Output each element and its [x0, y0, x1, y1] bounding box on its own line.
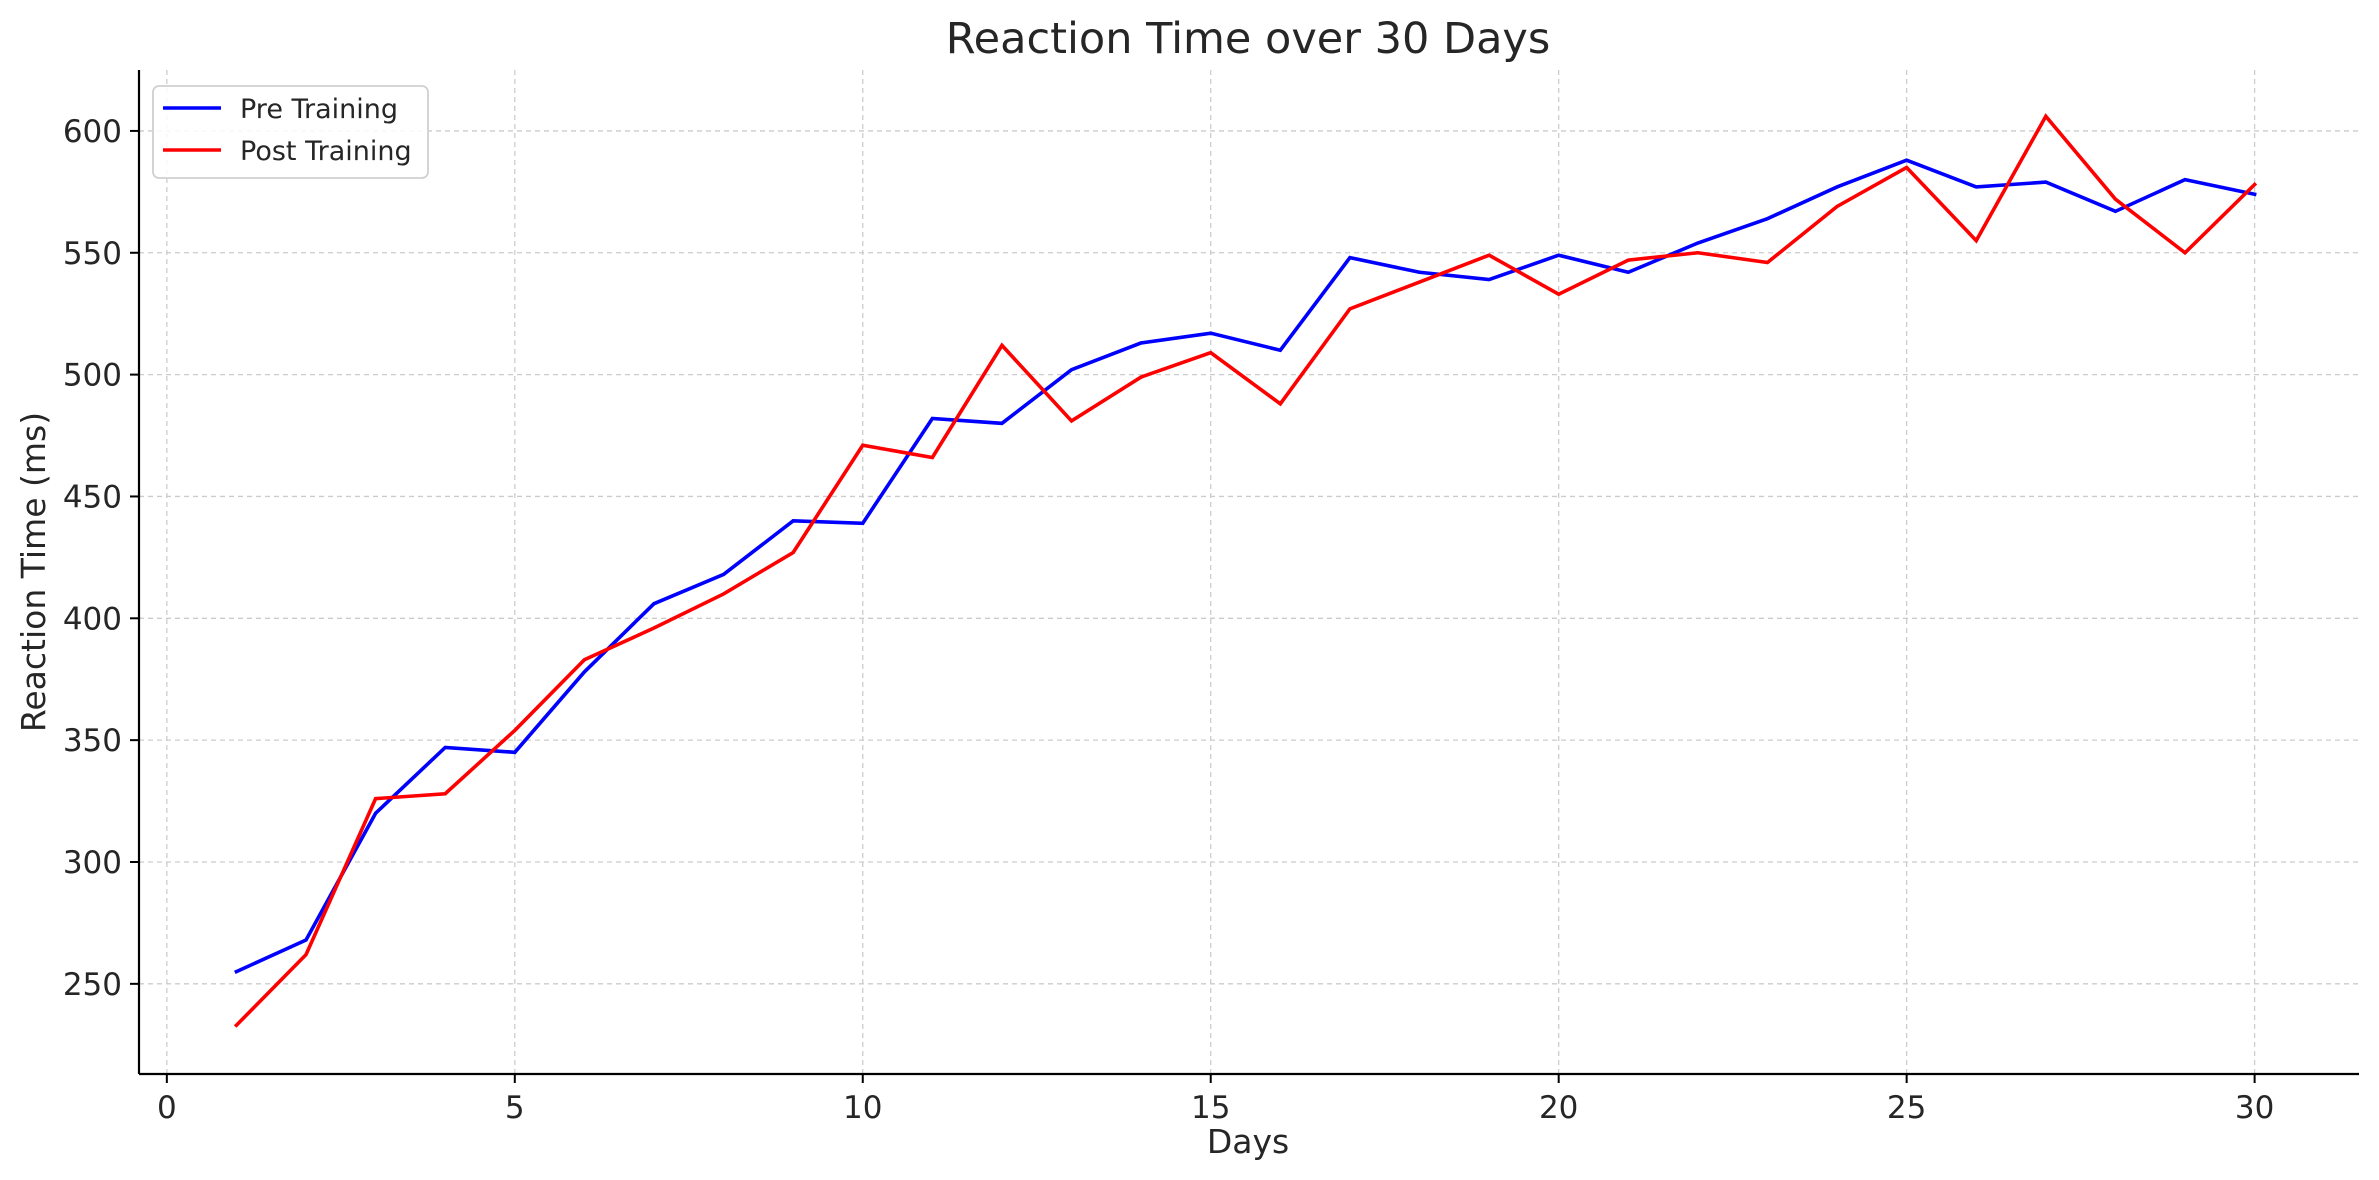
data-point-post-training: [233, 1022, 239, 1028]
x-tick-label: 0: [157, 1090, 177, 1126]
data-point-pre-training: [1834, 184, 1840, 190]
y-tick-label: 250: [63, 967, 122, 1003]
x-tick-label: 15: [1191, 1090, 1230, 1126]
data-point-pre-training: [442, 744, 448, 750]
grid: [139, 70, 2359, 1074]
data-point-post-training: [1138, 374, 1144, 380]
data-point-pre-training: [2043, 179, 2049, 185]
data-point-post-training: [1556, 291, 1562, 297]
data-point-post-training: [2112, 196, 2118, 202]
y-tick-label: 300: [63, 845, 122, 881]
data-point-post-training: [1973, 238, 1979, 244]
data-point-post-training: [442, 791, 448, 797]
data-point-pre-training: [860, 520, 866, 526]
legend-label: Post Training: [240, 136, 412, 167]
data-point-post-training: [581, 657, 587, 663]
data-point-pre-training: [1417, 269, 1423, 275]
y-tick-label: 600: [63, 114, 122, 150]
data-point-pre-training: [929, 415, 935, 421]
data-point-post-training: [2043, 113, 2049, 119]
x-tick-label: 25: [1887, 1090, 1926, 1126]
data-point-pre-training: [1138, 340, 1144, 346]
data-point-pre-training: [303, 937, 309, 943]
data-point-pre-training: [512, 749, 518, 755]
data-point-post-training: [1834, 203, 1840, 209]
data-point-pre-training: [1764, 216, 1770, 222]
chart-title: Reaction Time over 30 Days: [946, 14, 1551, 64]
data-point-pre-training: [1556, 252, 1562, 258]
y-tick-label: 550: [63, 236, 122, 272]
y-tick-label: 450: [63, 479, 122, 515]
data-point-pre-training: [1695, 240, 1701, 246]
data-point-pre-training: [233, 969, 239, 975]
data-point-post-training: [1069, 418, 1075, 424]
data-point-post-training: [373, 796, 379, 802]
data-point-pre-training: [2112, 208, 2118, 214]
x-tick-label: 30: [2235, 1090, 2274, 1126]
data-point-post-training: [512, 727, 518, 733]
data-point-post-training: [2182, 250, 2188, 256]
data-point-pre-training: [2182, 177, 2188, 183]
data-point-post-training: [929, 454, 935, 460]
series-line-pre-training: [234, 158, 2257, 975]
axes: [130, 70, 2359, 1083]
data-point-pre-training: [1973, 184, 1979, 190]
data-point-pre-training: [790, 518, 796, 524]
data-point-post-training: [1277, 401, 1283, 407]
data-point-post-training: [1695, 250, 1701, 256]
x-tick-label: 20: [1539, 1090, 1578, 1126]
data-point-post-training: [790, 550, 796, 556]
data-point-pre-training: [1069, 367, 1075, 373]
data-point-post-training: [303, 952, 309, 958]
data-point-post-training: [1904, 164, 1910, 170]
data-point-pre-training: [1208, 330, 1214, 336]
data-point-post-training: [651, 625, 657, 631]
data-point-post-training: [721, 591, 727, 597]
y-tick-label: 500: [63, 358, 122, 394]
series-lines: [233, 113, 2258, 1028]
data-point-pre-training: [1347, 255, 1353, 261]
data-point-post-training: [999, 342, 1005, 348]
y-axis-label: Reaction Time (ms): [14, 412, 53, 732]
tick-labels: 0 5 10 15 20 25 30 250 300 350 400 450 500 550 600: [63, 114, 2275, 1126]
data-point-post-training: [1347, 306, 1353, 312]
data-point-pre-training: [581, 669, 587, 675]
data-point-post-training: [1625, 257, 1631, 263]
x-axis-label: Days: [1207, 1122, 1289, 1161]
data-point-pre-training: [373, 810, 379, 816]
data-point-pre-training: [1277, 347, 1283, 353]
data-point-pre-training: [999, 420, 1005, 426]
data-point-post-training: [1208, 350, 1214, 356]
data-point-pre-training: [721, 571, 727, 577]
data-point-pre-training: [1625, 269, 1631, 275]
legend: Pre Training Post Training: [152, 85, 429, 179]
data-point-post-training: [860, 442, 866, 448]
data-point-post-training: [1764, 260, 1770, 266]
data-point-post-training: [2252, 182, 2258, 188]
data-point-pre-training: [1904, 157, 1910, 163]
data-point-pre-training: [2252, 191, 2258, 197]
x-tick-label: 10: [843, 1090, 882, 1126]
data-point-pre-training: [1486, 277, 1492, 283]
x-tick-label: 5: [505, 1090, 525, 1126]
data-point-pre-training: [651, 601, 657, 607]
y-tick-label: 400: [63, 601, 122, 637]
legend-box: [152, 85, 429, 179]
legend-label: Pre Training: [240, 94, 398, 125]
series-line-post-training: [233, 113, 2258, 1028]
y-tick-label: 350: [63, 723, 122, 759]
data-point-post-training: [1486, 252, 1492, 258]
data-point-post-training: [1417, 279, 1423, 285]
